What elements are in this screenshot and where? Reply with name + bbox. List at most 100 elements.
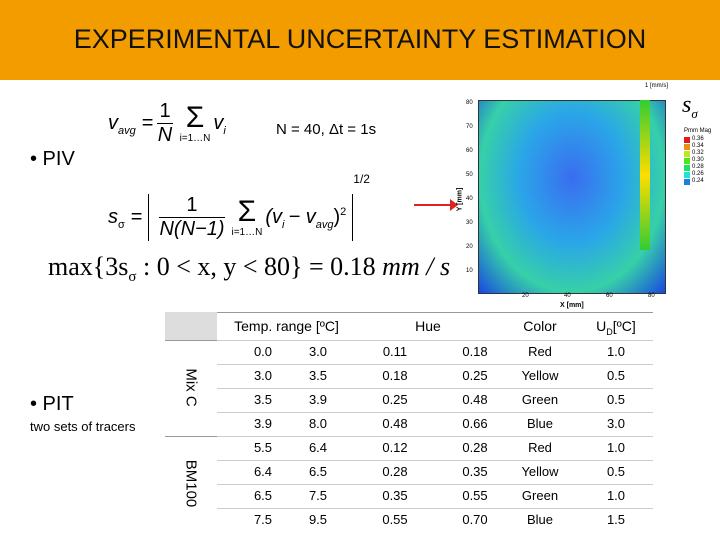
max-unit: mm / s [382,252,451,281]
eq: = [141,111,154,134]
legend-value: 0.24 [692,178,704,184]
plot-symbol: sσ [682,92,698,122]
sub: i [223,124,226,137]
symbol: s [682,92,692,118]
var: s [108,206,118,228]
sum-range: i=1…N [231,227,263,239]
table-cell: 1.0 [606,488,626,503]
table-cell: 1.0 [606,440,626,455]
table-cell: Yellow [521,464,559,479]
legend-swatch [684,144,690,150]
table-cell: 0.5 [606,392,626,407]
legend-value: 0.34 [692,143,704,149]
legend-value: 0.30 [692,157,704,163]
x-tick-label: 40 [564,293,571,299]
table-cell: 3.0 [606,416,626,431]
y-tick-label: 40 [466,196,473,202]
table-cell: 5.5 [253,440,273,455]
table-cell: 7.5 [308,488,328,503]
header-cell: UD[ºC] [580,314,652,344]
table-cell: Green [521,488,559,503]
header-cell: Temp. range [ºC] [234,318,339,334]
table-cell: 0.5 [606,368,626,383]
group-label: Mix C [182,368,200,407]
paren: ) [333,206,341,228]
table-cell: 6.4 [253,464,273,479]
table-cell: 3.0 [308,344,328,359]
row-line [217,412,653,413]
row-line [217,388,653,389]
y-tick-label: 10 [466,268,473,274]
title: EXPERIMENTAL UNCERTAINTY ESTIMATION [73,24,647,54]
x-tick-label: 60 [606,293,613,299]
table-cell: 0.55 [462,488,488,503]
power: 1/2 [353,172,370,186]
var: (v [265,206,283,228]
var: − v [288,206,316,228]
sub: i [282,219,285,231]
note: two sets of tracers [30,419,136,434]
table-cell: 3.9 [308,392,328,407]
table-cell: 3.5 [308,368,328,383]
table-cell: 0.18 [382,368,408,383]
legend-swatch [684,165,690,171]
y-label: Y [mm] [456,187,464,212]
numerator: 1 [159,194,225,219]
sum-sign: Σ [237,195,257,229]
var: v [108,111,118,134]
row-line [217,484,653,485]
legend-value: 0.32 [692,150,704,156]
legend-swatch [684,137,690,143]
sub: avg [315,219,334,231]
table-cell: 6.5 [253,488,273,503]
arrow [414,199,458,211]
max-sub: σ [128,269,137,286]
title-bar [0,0,720,80]
table-cell: 3.9 [253,416,273,431]
row-line [217,508,653,509]
table-cell: Blue [526,416,554,431]
row-line [217,460,653,461]
y-tick-label: 30 [466,220,473,226]
sub: avg [118,124,136,137]
group-box [165,340,217,437]
table-cell: 0.25 [462,368,488,383]
table-cell: 8.0 [308,416,328,431]
table-cell: 0.12 [382,440,408,455]
denominator: N [157,124,173,146]
group-box [165,436,217,533]
legend-value: 0.28 [692,164,704,170]
group-label: BM100 [182,459,200,508]
contour-wall [640,100,650,250]
header-cell: Hue [415,318,441,334]
table-cell: 0.35 [382,488,408,503]
y-tick-label: 80 [466,100,473,106]
formula-max: max{3sσ : 0 < x, y < 80} = 0.18 mm / s [48,252,450,286]
fraction: 1 N(N−1) [159,194,225,241]
table-cell: 0.25 [382,392,408,407]
max-a: max{3s [48,252,129,281]
table-cell: Red [528,344,552,359]
y-tick-label: 60 [466,148,473,154]
sum-sign: Σ [185,101,205,134]
table-cell: 0.11 [382,344,408,359]
sub: σ [118,219,125,231]
table-cell: 3.5 [253,392,273,407]
header-cell: Color [523,318,557,334]
table-cell: 7.5 [253,512,273,527]
header-u: U [596,318,607,334]
sup: 2 [340,206,347,219]
table-header-bg [165,312,217,340]
contour-plot [478,100,666,294]
bullet-pit: • PIT [30,393,74,415]
bullet-piv: • PIV [30,148,75,170]
legend-value: 0.26 [692,171,704,177]
denominator: N(N−1) [159,218,225,241]
table-cell: Yellow [521,368,559,383]
table-cell: 6.5 [308,464,328,479]
x-label: X [mm] [560,302,584,309]
